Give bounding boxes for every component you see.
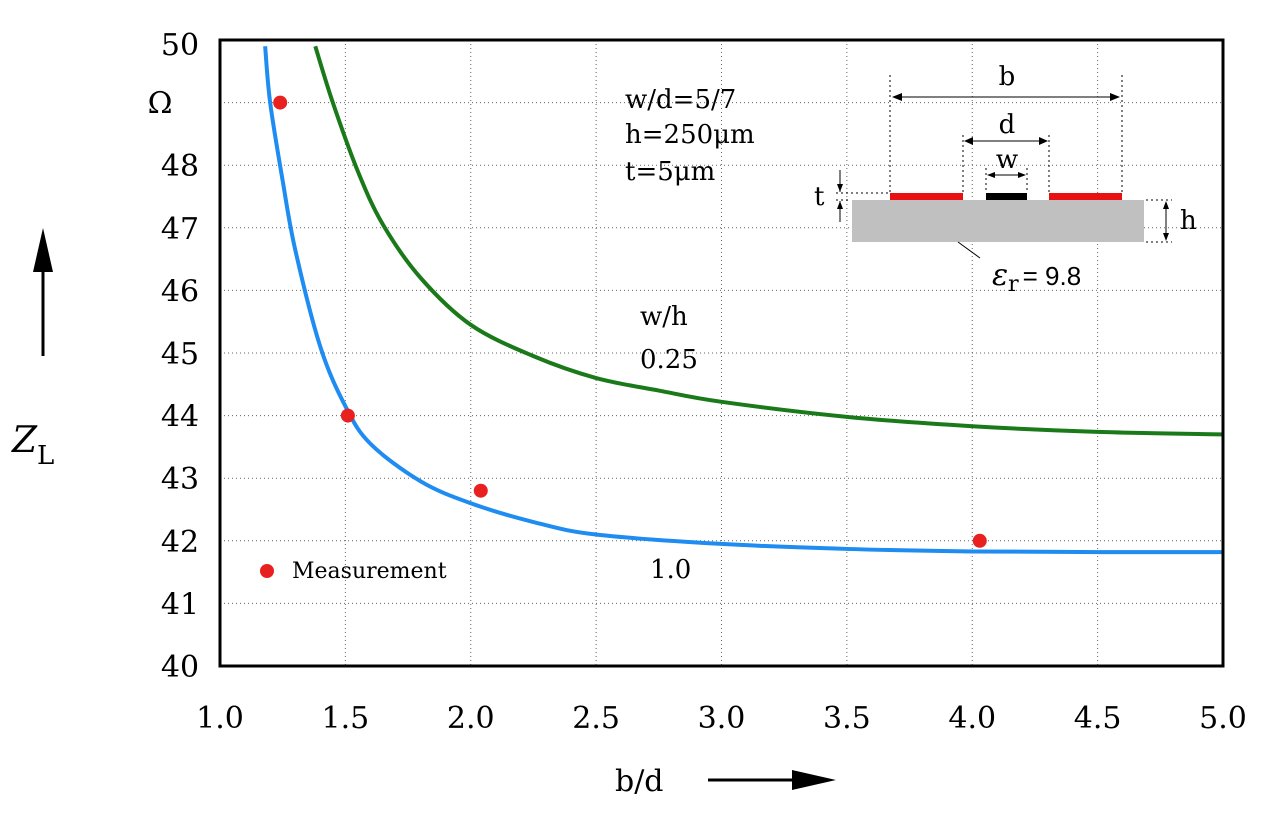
inset-b-arrow-right [1110,93,1120,101]
y-unit-label: Ω [148,86,173,121]
inset-substrate [852,200,1144,242]
x-tick-label: 1.5 [322,701,370,736]
measurement-point [473,483,488,498]
y-axis-label: ZL [11,420,54,471]
x-axis-label: b/d [615,764,664,799]
y-tick-label: 47 [161,212,199,247]
inset-h-label: h [1180,206,1197,236]
series-line-0 [313,45,1224,437]
measurement-points [273,95,987,548]
x-tick-label: 4.5 [1074,701,1122,736]
series-label-0-25: 0.25 [640,345,698,375]
inset-h-arrow-bottom [1163,233,1169,241]
inset-d-arrow-right [1039,137,1048,145]
inset-epsilon-value: = 9.8 [1023,261,1082,291]
x-tick-labels: 1.0 1.5 2.0 2.5 3.0 3.5 4.0 4.5 5.0 [196,701,1247,736]
inset-epsilon-leader [957,241,981,259]
inset-t-label: t [814,182,825,212]
inset-b-label: b [999,62,1016,92]
param-h: h=250μm [625,120,755,150]
measurement-point [972,533,987,548]
inset-t-arrowhead-lower [837,201,843,209]
y-axis-symbol: Z [11,420,38,461]
inset-h-arrow-top [1163,201,1169,209]
inset-t-arrowhead-upper [837,184,843,192]
series-label-1-0: 1.0 [650,555,691,585]
x-tick-label: 1.0 [196,701,244,736]
series-header-label: w/h [640,302,688,332]
legend-measurement-marker [260,564,274,578]
inset-d-arrow-left [964,137,973,145]
y-axis-arrow [33,228,53,356]
series-layer [263,45,1224,555]
inset-center-strip [986,193,1027,200]
y-tick-label: 48 [161,149,199,184]
grid-lines [220,40,1223,666]
x-tick-label: 3.0 [698,701,746,736]
legend-measurement-label: Measurement [292,559,447,584]
inset-epsilon-symbol: ε [992,258,1008,293]
plot-frame [218,38,1225,668]
series-line-1 [263,46,1224,555]
param-t: t=5μm [625,157,715,187]
measurement-point [273,95,288,110]
y-tick-label: 44 [161,400,199,435]
y-tick-label: 45 [161,337,199,372]
inset-epsilon-label: εr = 9.8 [992,258,1081,297]
y-tick-label: 46 [161,274,199,309]
inset-ground-left [890,193,963,200]
inset-d-label: d [999,110,1016,140]
x-tick-label: 5.0 [1199,701,1247,736]
inset-epsilon-subscript: r [1008,272,1019,297]
y-tick-labels: 40 41 42 43 44 45 46 47 48 [161,149,199,685]
inset-w-label: w [996,145,1018,175]
y-tick-label: 40 [161,650,199,685]
measurement-point [340,408,355,423]
x-tick-label: 4.0 [948,701,996,736]
x-tick-label: 3.5 [823,701,871,736]
inset-b-arrow-left [892,93,902,101]
param-wd: w/d=5/7 [625,85,736,115]
y-axis-subscript: L [37,441,54,471]
x-tick-label: 2.0 [447,701,495,736]
y-top-tick-label: 50 [161,28,199,63]
inset-w-arrow-right [1018,172,1026,178]
inset-w-arrow-left [987,172,995,178]
y-tick-label: 41 [161,587,199,622]
inset-ground-right [1049,193,1122,200]
inset-diagram: b d w t h [814,62,1197,297]
y-tick-label: 43 [161,462,199,497]
x-axis-arrow [708,770,836,790]
x-tick-label: 2.5 [572,701,620,736]
y-tick-label: 42 [161,525,199,560]
